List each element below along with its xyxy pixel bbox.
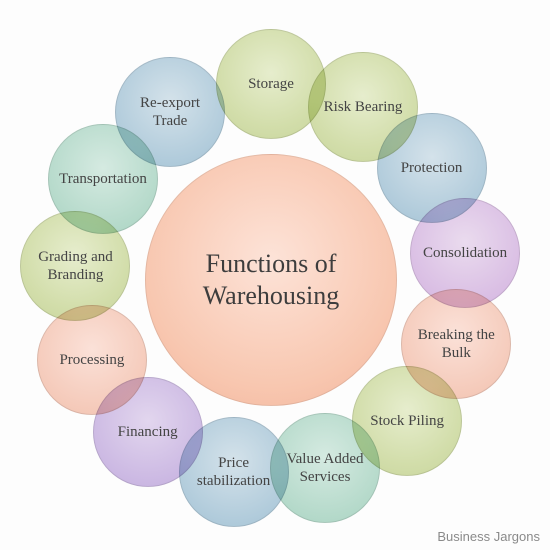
ring-node-label: Consolidation (417, 244, 513, 262)
ring-node: Re-export Trade (115, 57, 225, 167)
diagram-stage: Functions of Warehousing Storage Risk Bea… (0, 0, 550, 550)
ring-node-label: Re-export Trade (134, 94, 206, 130)
attribution-text: Business Jargons (437, 529, 540, 544)
ring-node-label: Processing (53, 351, 130, 369)
ring-node-label: Financing (112, 423, 184, 441)
ring-node-label: Risk Bearing (318, 98, 409, 116)
center-circle: Functions of Warehousing (145, 154, 397, 406)
center-label: Functions of Warehousing (203, 248, 340, 313)
ring-node-label: Storage (242, 75, 300, 93)
ring-node-label: Protection (395, 159, 469, 177)
ring-node: Processing (37, 305, 147, 415)
ring-node-label: Transportation (53, 170, 153, 188)
ring-node-label: Grading and Branding (32, 248, 119, 284)
ring-node-label: Breaking the Bulk (412, 326, 501, 362)
ring-node-label: Value Added Services (280, 450, 369, 486)
ring-node-label: Price stabilization (191, 454, 276, 490)
ring-node-label: Stock Piling (364, 412, 450, 430)
